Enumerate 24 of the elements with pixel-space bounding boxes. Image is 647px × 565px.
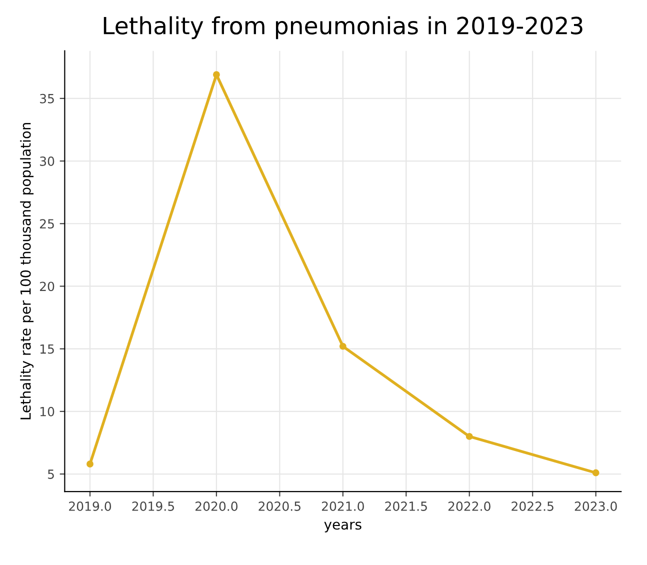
x-tick-label: 2019.5	[132, 501, 174, 511]
y-tick-label: 20	[40, 282, 54, 292]
x-tick-label: 2022.0	[448, 501, 490, 511]
point	[339, 342, 346, 350]
x-tick-label: 2023.0	[574, 501, 617, 511]
point	[592, 469, 600, 476]
x-tick-label: 2020.5	[258, 501, 300, 511]
y-tick-label: 5	[48, 470, 54, 479]
x-tick-label: 2021.5	[385, 501, 427, 511]
x-tick-label: 2022.5	[512, 501, 554, 511]
chart-title: Lethality from pneumonias in 2019-2023	[104, 16, 582, 40]
point	[212, 71, 220, 78]
y-tick-label: 35	[40, 94, 54, 104]
x-tick-label: 2020.0	[196, 501, 238, 511]
x-tick-label: 2019.0	[69, 501, 112, 511]
y-axis-title: Lethality rate per 100 thousand population	[20, 122, 34, 420]
x-axis-title: years	[324, 522, 362, 532]
y-tick-label: 10	[40, 406, 54, 416]
point	[466, 432, 473, 440]
y-tick-label: 25	[40, 219, 54, 229]
y-tick-label: 15	[40, 344, 54, 354]
point	[86, 460, 94, 468]
x-tick-label: 2021.0	[322, 501, 364, 511]
y-tick-label: 30	[40, 156, 54, 166]
